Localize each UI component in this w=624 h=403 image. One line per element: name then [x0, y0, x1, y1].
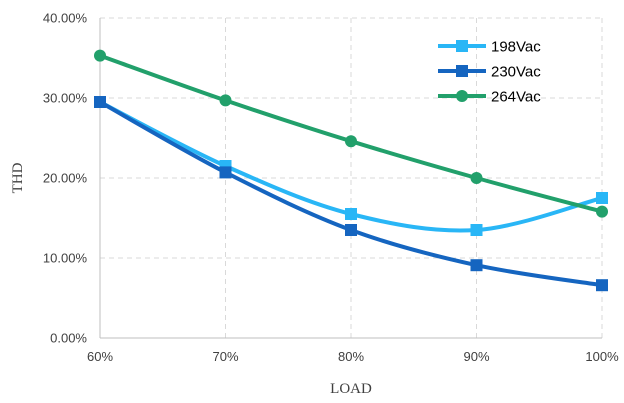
legend-label-230vac: 230Vac: [491, 64, 541, 81]
legend-marker-198vac: [456, 40, 468, 52]
data-point-264vac: [94, 49, 106, 62]
legend-marker-230vac: [456, 65, 468, 77]
gridlines: [99, 17, 603, 339]
data-point-198vac: [596, 192, 608, 204]
y-tick-label: 40.00%: [43, 11, 88, 26]
x-tick-label: 80%: [338, 349, 364, 364]
legend: 198Vac 230Vac 264Vac: [438, 39, 541, 106]
data-point-264vac: [596, 205, 608, 218]
data-point-264vac: [470, 172, 483, 184]
data-point-264vac: [219, 94, 232, 107]
legend-label-264vac: 264Vac: [491, 89, 541, 106]
y-axis-ticks: 0.00% 10.00% 20.00% 30.00% 40.00%: [43, 11, 88, 346]
data-point-198vac: [470, 224, 483, 236]
y-axis-title: THD: [10, 162, 26, 193]
y-tick-label: 0.00%: [50, 331, 87, 346]
x-axis-ticks: 60% 70% 80% 90% 100%: [87, 349, 619, 364]
legend-label-198vac: 198Vac: [491, 39, 541, 56]
y-tick-label: 20.00%: [43, 171, 88, 186]
x-axis-title: LOAD: [330, 381, 372, 397]
x-tick-label: 90%: [463, 349, 489, 364]
y-tick-label: 30.00%: [43, 91, 88, 106]
data-point-230vac: [219, 166, 232, 179]
data-point-230vac: [596, 279, 608, 292]
legend-marker-264vac: [456, 90, 468, 102]
x-tick-label: 100%: [585, 349, 619, 364]
series-group: [94, 49, 608, 292]
data-point-264vac: [345, 135, 357, 148]
x-tick-label: 70%: [212, 349, 238, 364]
data-point-198vac: [345, 208, 357, 220]
y-tick-label: 10.00%: [43, 251, 88, 266]
data-point-230vac: [345, 224, 357, 236]
x-tick-label: 60%: [87, 349, 113, 364]
data-point-230vac: [94, 96, 106, 108]
data-point-230vac: [470, 259, 483, 272]
